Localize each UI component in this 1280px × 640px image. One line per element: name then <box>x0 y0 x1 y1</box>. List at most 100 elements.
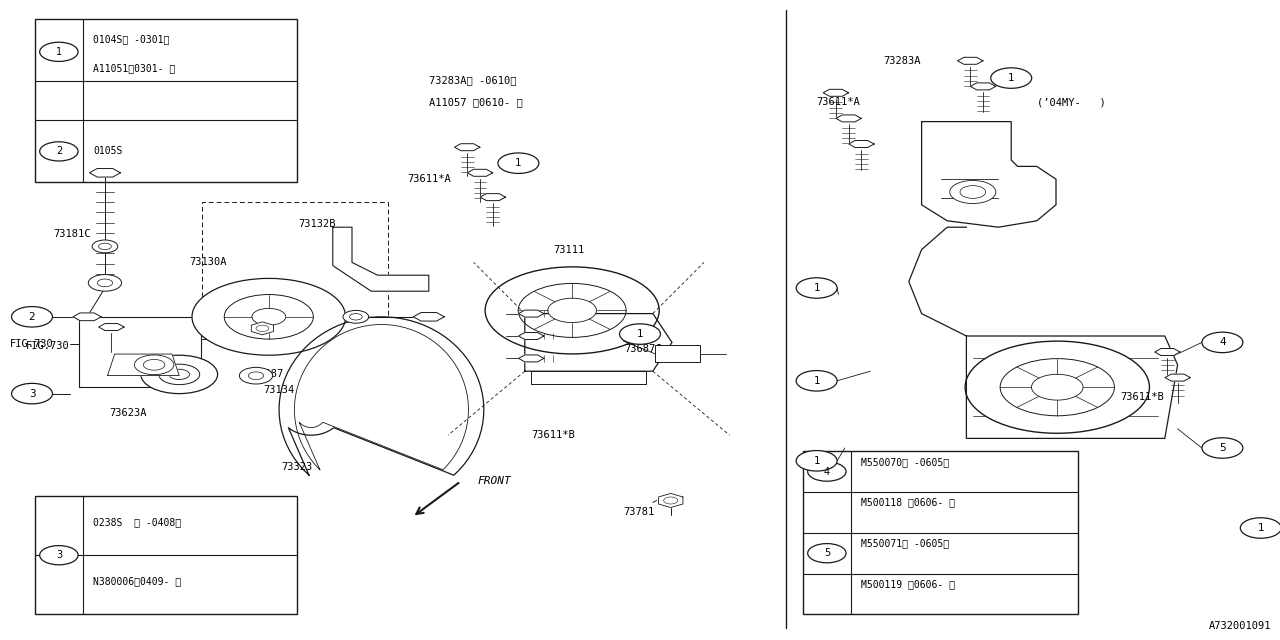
Text: 73130A: 73130A <box>189 257 227 268</box>
Text: 73283A（ -0610）: 73283A（ -0610） <box>429 75 516 85</box>
Text: 73181C: 73181C <box>54 228 91 239</box>
Polygon shape <box>849 141 874 147</box>
Text: M500118 （0606- ）: M500118 （0606- ） <box>861 498 955 508</box>
Circle shape <box>40 142 78 161</box>
Text: 1: 1 <box>515 158 522 168</box>
Text: 73387: 73387 <box>252 369 283 380</box>
Text: 4: 4 <box>824 467 829 477</box>
Polygon shape <box>957 58 983 64</box>
Text: 1: 1 <box>1242 523 1248 533</box>
Circle shape <box>1032 374 1083 400</box>
Circle shape <box>192 278 346 355</box>
Text: 5: 5 <box>824 548 829 558</box>
Text: 3: 3 <box>28 388 36 399</box>
Circle shape <box>498 153 539 173</box>
Polygon shape <box>413 312 444 321</box>
Text: 73611*B: 73611*B <box>1120 392 1164 402</box>
Circle shape <box>159 364 200 385</box>
Circle shape <box>92 240 118 253</box>
Circle shape <box>796 451 837 471</box>
Polygon shape <box>823 90 849 96</box>
Circle shape <box>1202 332 1243 353</box>
Circle shape <box>224 294 314 339</box>
Circle shape <box>796 278 837 298</box>
Circle shape <box>960 186 986 198</box>
Text: (’04MY-   ): (’04MY- ) <box>1037 97 1106 108</box>
Polygon shape <box>518 333 544 339</box>
Polygon shape <box>467 170 493 176</box>
Polygon shape <box>90 168 120 177</box>
Polygon shape <box>279 317 484 476</box>
Polygon shape <box>909 227 966 336</box>
Circle shape <box>99 243 111 250</box>
Text: 1: 1 <box>813 283 820 293</box>
Text: 1: 1 <box>56 47 61 57</box>
Polygon shape <box>836 115 861 122</box>
Polygon shape <box>525 314 672 371</box>
Circle shape <box>40 42 78 61</box>
Polygon shape <box>454 144 480 150</box>
Text: 4: 4 <box>1219 337 1226 348</box>
Bar <box>202 202 388 339</box>
Text: FIG.730: FIG.730 <box>10 339 54 349</box>
Polygon shape <box>1155 349 1180 355</box>
Circle shape <box>134 355 174 374</box>
Circle shape <box>991 68 1032 88</box>
Text: 73781: 73781 <box>623 507 654 517</box>
Text: 73611*B: 73611*B <box>531 430 575 440</box>
Circle shape <box>1202 438 1243 458</box>
Text: 1: 1 <box>636 329 644 339</box>
Polygon shape <box>480 194 506 200</box>
Circle shape <box>620 324 660 344</box>
Text: 73283A: 73283A <box>883 56 920 66</box>
Circle shape <box>12 307 52 327</box>
Polygon shape <box>966 336 1178 438</box>
Text: A11057 （0610- ）: A11057 （0610- ） <box>429 97 522 108</box>
Text: 73323: 73323 <box>282 462 312 472</box>
Text: 73611*A: 73611*A <box>407 174 451 184</box>
Text: M550070（ -0605）: M550070（ -0605） <box>861 457 950 467</box>
Circle shape <box>88 275 122 291</box>
Circle shape <box>239 367 273 384</box>
Polygon shape <box>73 313 101 321</box>
Bar <box>35 496 297 614</box>
Bar <box>35 19 297 182</box>
Text: FIG.730: FIG.730 <box>26 340 69 351</box>
Circle shape <box>141 355 218 394</box>
Bar <box>655 345 700 362</box>
Polygon shape <box>518 310 544 317</box>
Bar <box>803 451 1078 614</box>
Circle shape <box>485 267 659 354</box>
Text: 2: 2 <box>56 147 61 156</box>
Polygon shape <box>970 83 996 90</box>
Polygon shape <box>922 122 1056 227</box>
Polygon shape <box>518 355 544 362</box>
Text: 0238S  （ -0408）: 0238S （ -0408） <box>93 517 182 527</box>
Polygon shape <box>251 322 274 335</box>
Polygon shape <box>108 354 179 376</box>
Text: FRONT: FRONT <box>477 476 511 486</box>
Bar <box>79 317 201 387</box>
Circle shape <box>1240 518 1280 538</box>
Circle shape <box>950 180 996 204</box>
Circle shape <box>12 383 52 404</box>
Text: 73134: 73134 <box>264 385 294 396</box>
Text: 73687C: 73687C <box>625 344 662 354</box>
Circle shape <box>965 341 1149 433</box>
Text: 1: 1 <box>1007 73 1015 83</box>
Polygon shape <box>333 227 429 291</box>
Polygon shape <box>658 493 684 508</box>
Polygon shape <box>1165 374 1190 381</box>
Text: 73132B: 73132B <box>298 219 335 229</box>
Text: 0105S: 0105S <box>93 147 123 156</box>
Circle shape <box>143 360 165 370</box>
Text: N380006（0409- ）: N380006（0409- ） <box>93 576 182 586</box>
Circle shape <box>252 308 285 325</box>
Circle shape <box>548 298 596 323</box>
Text: 1: 1 <box>813 376 820 386</box>
Circle shape <box>248 372 264 380</box>
Polygon shape <box>99 324 124 330</box>
Text: A11051（0301- ）: A11051（0301- ） <box>93 63 175 73</box>
Text: 1: 1 <box>813 456 820 466</box>
Text: 73623A: 73623A <box>109 408 146 418</box>
